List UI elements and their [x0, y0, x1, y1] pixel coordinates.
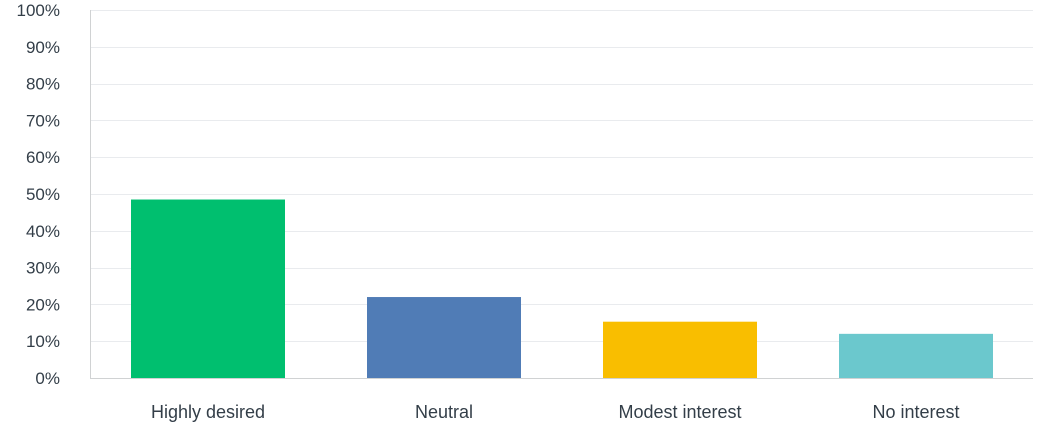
y-tick-label: 30% [26, 259, 60, 278]
x-category-label: Neutral [415, 402, 473, 422]
y-tick-label: 60% [26, 148, 60, 167]
y-tick-label: 10% [26, 332, 60, 351]
y-tick-label: 90% [26, 38, 60, 57]
x-category-label: Highly desired [151, 402, 265, 422]
y-axis-tick-labels: 0% 10% 20% 30% 40% 50% 60% 70% 80% 90% 100% [17, 1, 60, 388]
axes [90, 10, 1033, 379]
bars [131, 199, 993, 378]
y-tick-label: 100% [17, 1, 60, 20]
y-tick-label: 50% [26, 185, 60, 204]
y-tick-label: 70% [26, 111, 60, 130]
bar-modest-interest[interactable] [603, 321, 757, 378]
bar-highly-desired[interactable] [131, 199, 285, 378]
y-tick-label: 40% [26, 222, 60, 241]
bar-neutral[interactable] [367, 297, 521, 378]
y-tick-label: 80% [26, 75, 60, 94]
bar-no-interest[interactable] [839, 333, 993, 378]
x-axis-category-labels: Highly desired Neutral Modest interest No i… [151, 402, 960, 422]
y-tick-label: 20% [26, 295, 60, 314]
x-category-label: Modest interest [618, 402, 741, 422]
x-category-label: No interest [872, 402, 959, 422]
y-tick-label: 0% [35, 369, 60, 388]
